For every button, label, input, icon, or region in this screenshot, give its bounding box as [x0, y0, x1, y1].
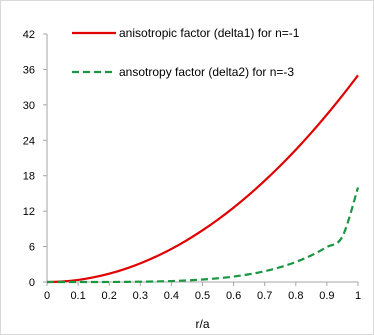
y-tick-label: 30 [23, 100, 35, 112]
legend: anisotropic factor (delta1) for n=-1 ans… [72, 26, 300, 79]
legend-label-delta1: anisotropic factor (delta1) for n=-1 [119, 26, 300, 40]
y-tick-label: 18 [23, 171, 35, 183]
series-line-delta1 [46, 74, 359, 284]
x-tick-label: 0.9 [319, 290, 334, 302]
y-axis-ticks: 0 6 12 18 24 30 36 42 [23, 29, 47, 289]
x-tick-label: 1 [355, 290, 361, 302]
y-tick-label: 0 [29, 277, 35, 289]
y-tick-label: 12 [23, 206, 35, 218]
x-tick-label: 0.1 [70, 290, 85, 302]
series-layer [46, 74, 360, 284]
y-tick-label: 6 [29, 242, 35, 254]
y-tick-label: 24 [23, 135, 35, 147]
y-tick-label: 36 [23, 64, 35, 76]
series-line-delta2 [46, 187, 360, 284]
y-tick-label: 42 [23, 29, 35, 41]
x-tick-label: 0.3 [133, 290, 148, 302]
x-tick-label: 0.2 [102, 290, 117, 302]
x-axis-title: r/a [195, 317, 209, 331]
x-tick-label: 0.5 [195, 290, 210, 302]
x-tick-label: 0 [44, 290, 50, 302]
x-tick-label: 0.6 [226, 290, 241, 302]
x-tick-label: 0.4 [164, 290, 179, 302]
x-tick-label: 0.7 [257, 290, 272, 302]
x-axis-ticks: 0 0.1 0.2 0.3 0.4 0.5 0.6 0.7 0.8 0.9 1 [44, 282, 361, 302]
x-tick-label: 0.8 [288, 290, 303, 302]
legend-label-delta2: ansotropy factor (delta2) for n=-3 [119, 65, 294, 79]
